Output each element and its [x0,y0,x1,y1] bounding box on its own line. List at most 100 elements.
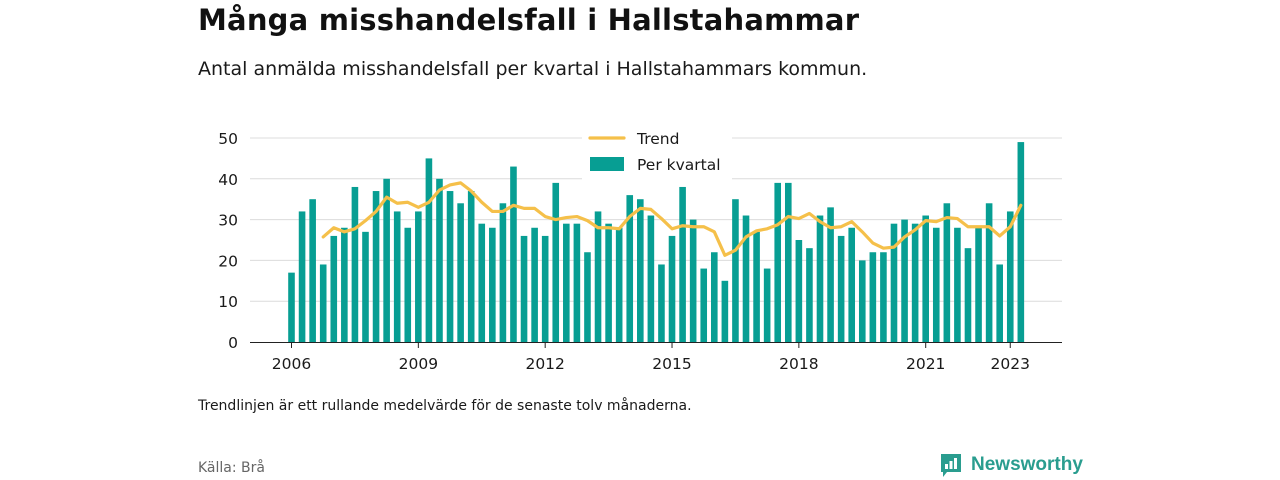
legend-background [582,124,732,182]
bar [784,182,792,342]
newsworthy-icon [941,454,961,477]
bar [330,235,338,342]
y-tick-label: 50 [218,130,238,148]
bar [827,207,834,342]
bar [911,223,919,342]
y-tick-label: 0 [228,334,238,352]
bar-series [288,142,1025,342]
trend-line [321,181,1023,257]
bar [837,235,845,342]
bar [1017,142,1025,342]
bar [372,191,380,342]
bar [880,252,887,342]
bar [985,203,993,342]
x-tick-label: 2009 [399,355,438,373]
bar [932,227,940,342]
bar [742,215,750,342]
bar [362,231,369,342]
y-tick-label: 10 [218,293,238,311]
y-tick-label: 40 [218,171,238,189]
bar [753,231,760,342]
bar [615,227,623,342]
bar [319,264,327,342]
bar [732,199,739,342]
y-axis-ticks: 0 10 20 30 40 50 [218,130,238,352]
bar [573,223,581,342]
y-tick-label: 30 [218,212,238,230]
x-tick-label: 2021 [906,355,945,373]
bar [425,158,433,342]
brand-name: Newsworthy [971,454,1083,475]
bar [922,215,929,342]
bar [858,260,866,342]
bar [478,223,486,342]
x-tick-label: 2023 [991,355,1030,373]
bar [531,227,538,342]
chart-subtitle: Antal anmälda misshandelsfall per kvarta… [198,58,868,80]
bar [563,223,570,342]
bar [467,191,475,342]
bar [848,227,856,342]
brand-logo: Newsworthy [939,452,1083,478]
bar [351,186,359,342]
bar [541,235,549,342]
legend: Trend Per kvartal [582,124,732,182]
legend-bar-label: Per kvartal [637,156,721,174]
legend-trend-label: Trend [636,130,679,148]
x-tick-label: 2006 [272,355,311,373]
bar [288,272,295,342]
bar [658,264,665,342]
bar [489,227,496,342]
bar [393,211,401,342]
bar [436,178,443,342]
x-tick-label: 2015 [652,355,691,373]
bar [499,203,507,342]
bar [298,211,306,342]
bar [1006,211,1014,342]
bar [763,268,771,342]
bar [626,195,634,342]
bar [510,166,517,342]
bar [964,248,972,342]
bar [605,223,612,342]
bar [446,191,454,342]
y-tick-label: 20 [218,252,238,270]
x-tick-label: 2018 [779,355,818,373]
source-credit: Källa: Brå [198,460,265,476]
bar [647,215,655,342]
bar [404,227,412,342]
chart-title: Många misshandelsfall i Hallstahammar [198,3,860,37]
bar [637,199,644,342]
bar [711,252,718,342]
bar [552,182,560,342]
chart-area: 0 10 20 30 40 50 2006 2009 2012 2015 2018 2021 2023… [218,124,1062,373]
bar [309,199,316,342]
bar [869,252,877,342]
bar [689,219,697,342]
x-axis-ticks: 2006 2009 2012 2015 2018 2021 2023 [272,342,1030,373]
bar [668,235,676,342]
bar [721,280,729,342]
bar [901,219,908,342]
legend-bar-swatch [590,157,624,171]
bar [774,182,782,342]
bar [806,248,813,342]
bar [996,264,1003,342]
bar [520,235,528,342]
bar [341,227,348,342]
bar [700,268,708,342]
chart-footnote: Trendlinjen är ett rullande medelvärde f… [198,398,692,414]
bar [816,215,824,342]
bar [954,227,961,342]
bar [975,227,982,342]
bar [679,186,686,342]
bar [383,178,390,342]
bar [943,203,951,342]
x-tick-label: 2012 [525,355,564,373]
bar [584,252,591,342]
bar [594,211,602,342]
bar [795,240,803,342]
bar [457,203,464,342]
bar [415,211,422,342]
bar [890,223,898,342]
